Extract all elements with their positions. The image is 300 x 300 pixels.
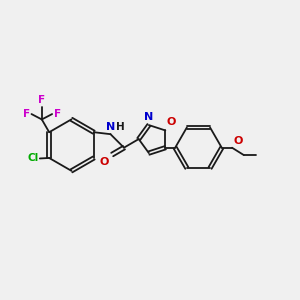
- Text: F: F: [54, 109, 61, 119]
- Text: H: H: [116, 122, 124, 132]
- Text: Cl: Cl: [28, 154, 39, 164]
- Text: O: O: [167, 117, 176, 127]
- Text: F: F: [38, 95, 45, 106]
- Text: N: N: [144, 112, 153, 122]
- Text: O: O: [100, 157, 109, 167]
- Text: O: O: [233, 136, 242, 146]
- Text: N: N: [106, 122, 116, 132]
- Text: F: F: [23, 109, 30, 119]
